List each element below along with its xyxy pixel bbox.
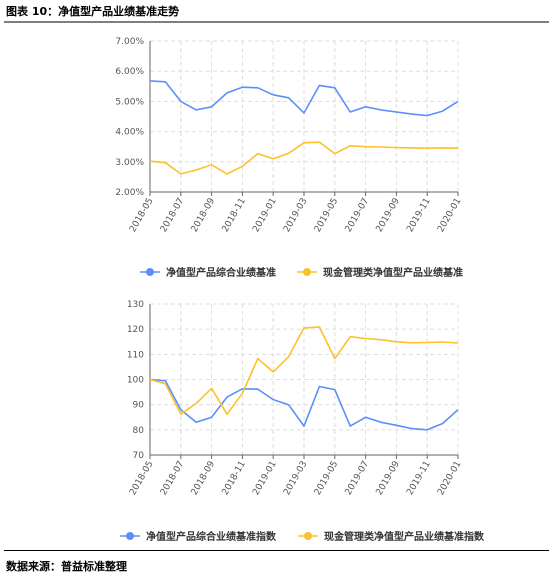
x-tick-label: 2019-05 [313,460,340,498]
x-tick-label: 2019-01 [251,197,278,235]
x-tick-label: 2018-11 [221,197,248,235]
x-tick-label: 2019-03 [282,460,309,498]
rate-chart: 7.00%6.00%5.00%4.00%3.00%2.00%2018-05 201… [115,37,463,279]
series-line-2 [149,326,459,415]
y-tick-label: 110 [127,350,144,360]
x-tick-label: 2018-09 [190,196,218,234]
x-tick-label: 2019-09 [375,459,403,497]
x-tick-label: 2019-05 [313,197,340,235]
y-tick-label: 120 [127,325,144,335]
y-tick-label: 2.00% [115,188,144,198]
x-tick-label: 2018-09 [190,459,218,497]
y-tick-label: 90 [133,401,145,411]
legend-marker-icon [304,532,312,540]
legend-marker-icon [146,268,154,276]
figure-title: 图表 10：净值型产品业绩基准走势 [6,5,180,18]
series-line-2 [149,141,459,175]
y-tick-label: 3.00% [115,158,144,168]
bottom-divider [4,550,549,551]
x-tick-label: 2019-07 [344,460,371,498]
legend-label: 净值型产品综合业绩基准 [166,266,276,279]
series-line-1 [149,378,459,431]
x-tick-label: 2019-07 [344,197,371,235]
x-tick-label: 2018-11 [221,460,248,498]
x-tick-label: 2018-07 [159,460,186,498]
legend-marker-icon [126,532,134,540]
x-tick-label: 2019-11 [405,460,432,498]
x-tick-label: 2018-07 [159,197,186,235]
y-tick-label: 130 [127,300,144,310]
legend-label: 净值型产品综合业绩基准指数 [146,530,277,543]
y-tick-label: 80 [133,426,145,436]
y-tick-label: 6.00% [115,67,144,77]
legend-marker-icon [303,268,311,276]
x-tick-label: 2018-05 [128,197,155,235]
legend-label: 现金管理类净值型产品业绩基准 [323,266,463,279]
y-tick-label: 4.00% [115,128,144,138]
y-tick-label: 70 [133,451,145,461]
y-tick-label: 100 [127,376,144,386]
x-tick-label: 2020-01 [436,460,463,498]
legend-label: 现金管理类净值型产品业绩基准指数 [324,530,485,543]
series-line-1 [149,80,459,117]
x-tick-label: 2018-05 [128,460,155,498]
y-tick-label: 5.00% [115,97,144,107]
y-tick-label: 7.00% [115,37,144,47]
x-tick-label: 2019-09 [375,196,403,234]
x-tick-label: 2020-01 [436,197,463,235]
top-divider [4,21,549,23]
x-tick-label: 2019-11 [405,197,432,235]
x-tick-label: 2019-03 [282,197,309,235]
figure-source: 数据来源：普益标准整理 [6,560,127,573]
x-tick-label: 2019-01 [251,460,278,498]
